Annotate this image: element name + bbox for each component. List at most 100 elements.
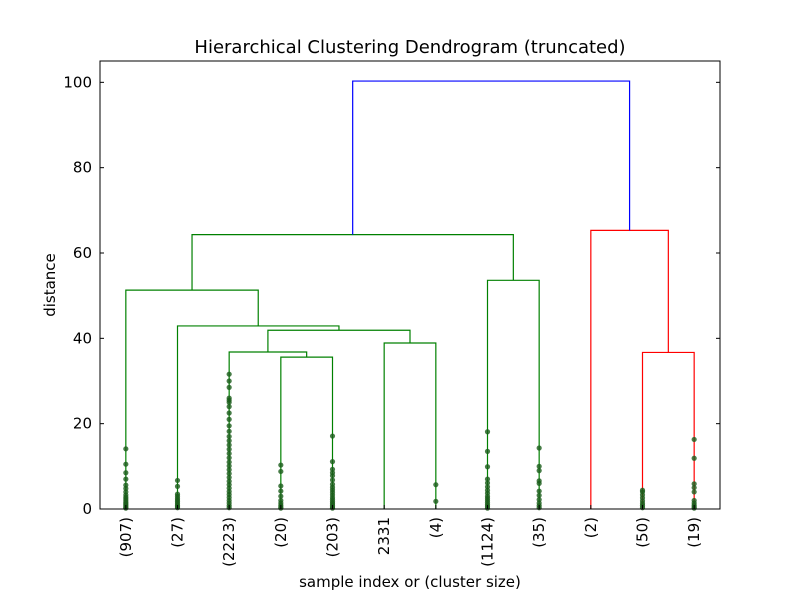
leaf-point (536, 478, 542, 484)
leaf-point (123, 461, 129, 467)
leaf-point (691, 481, 697, 487)
leaf-point (226, 423, 232, 429)
leaf-point (226, 404, 232, 410)
leaf-point (691, 436, 697, 443)
dendrogram-link-10 (352, 80, 631, 235)
axes (99, 60, 721, 510)
leaf-point (226, 428, 232, 434)
leaf-point (278, 483, 284, 489)
leaf-point (691, 455, 697, 461)
y-tick-label: 80 (73, 159, 92, 177)
dendrogram-link-3 (267, 329, 411, 352)
leaf-point (123, 470, 129, 476)
leaf-point (278, 468, 284, 475)
leaf-point (226, 438, 232, 444)
leaf-point (174, 491, 181, 497)
leaf-point (226, 450, 232, 457)
leaf-point (123, 482, 129, 488)
dendrogram-link-8 (641, 351, 695, 509)
leaf-point (536, 497, 542, 503)
leaf-point (484, 476, 491, 482)
leaf-point (226, 433, 232, 440)
x-tick-label: (50) (634, 517, 652, 548)
leaf-point (123, 476, 129, 482)
chart-title: Hierarchical Clustering Dendrogram (trun… (194, 37, 625, 58)
y-tick-label: 0 (82, 500, 92, 518)
leaf-point (278, 493, 284, 499)
leaf-point (484, 484, 491, 490)
dendrogram-link-1 (228, 351, 308, 509)
leaf-point (278, 462, 284, 468)
leaf-point (278, 497, 284, 504)
dendrogram-link-4 (176, 325, 340, 509)
dendrogram-link-7 (191, 234, 514, 291)
leaf-point (329, 459, 336, 465)
leaf-point (639, 487, 646, 493)
x-tick-label: (2223) (220, 517, 238, 567)
dendrogram-link-9 (590, 229, 669, 509)
leaf-point (536, 488, 542, 494)
y-tick-label: 60 (73, 244, 92, 262)
leaf-point (329, 477, 336, 483)
leaf-point (691, 485, 697, 491)
x-tick-label: (1124) (479, 517, 497, 567)
leaf-point (691, 489, 697, 495)
leaf-point (329, 433, 336, 439)
leaf-point (433, 498, 439, 504)
dendrogram-link-5 (125, 289, 259, 509)
x-tick-label: (27) (169, 517, 187, 548)
leaf-point (536, 463, 542, 469)
leaf-point (174, 483, 181, 489)
y-axis-label: distance (41, 253, 59, 317)
leaf-point (484, 480, 491, 486)
leaf-point (226, 395, 232, 401)
x-tick-label: (907) (117, 517, 135, 557)
dendrogram-link-0 (280, 356, 334, 509)
x-tick-label: (19) (685, 517, 703, 548)
dendrogram-link-2 (383, 342, 437, 509)
leaf-point (484, 429, 491, 435)
leaf-point (226, 384, 232, 390)
leaf-point (536, 492, 542, 498)
leaf-point (226, 455, 232, 461)
tick-labels: 0 20 40 60 80 100 (907) (27) (2223) (20) (203) 2331… (63, 73, 703, 567)
leaf-point (329, 466, 336, 472)
x-axis-label: sample index or (cluster size) (299, 573, 521, 591)
leaf-point (226, 442, 232, 448)
leaf-point (226, 459, 232, 465)
leaf-point (484, 448, 491, 454)
leaf-point (536, 445, 542, 451)
x-tick-label: (4) (427, 517, 445, 538)
leaf-point (226, 470, 232, 477)
leaf-point (278, 488, 284, 494)
leaf-point (226, 474, 232, 481)
x-tick-label: (35) (530, 517, 548, 548)
leaf-point (174, 477, 181, 484)
x-tick-label: (20) (272, 517, 290, 548)
leaf-point (226, 478, 232, 484)
dendrogram-links (125, 80, 695, 509)
leaf-point (691, 497, 697, 504)
leaf-point (226, 416, 232, 422)
leaf-points (123, 371, 697, 511)
leaf-point (329, 481, 336, 487)
leaf-point (226, 371, 232, 377)
plot-frame (99, 60, 721, 510)
dendrogram-link-6 (486, 279, 540, 509)
x-tick-label: (203) (324, 517, 342, 557)
y-tick-label: 40 (73, 329, 92, 347)
leaf-point (123, 446, 129, 452)
y-tick-label: 100 (63, 73, 92, 91)
leaf-point (226, 463, 232, 469)
leaf-point (226, 446, 232, 452)
leaf-point (226, 410, 232, 416)
leaf-point (484, 464, 491, 470)
leaf-point (226, 378, 232, 384)
y-tick-label: 20 (73, 415, 92, 433)
x-tick-label: (2) (582, 517, 600, 538)
leaf-point (226, 467, 232, 473)
leaf-point (536, 468, 542, 474)
x-tick-label: 2331 (375, 517, 393, 555)
leaf-point (433, 482, 439, 488)
